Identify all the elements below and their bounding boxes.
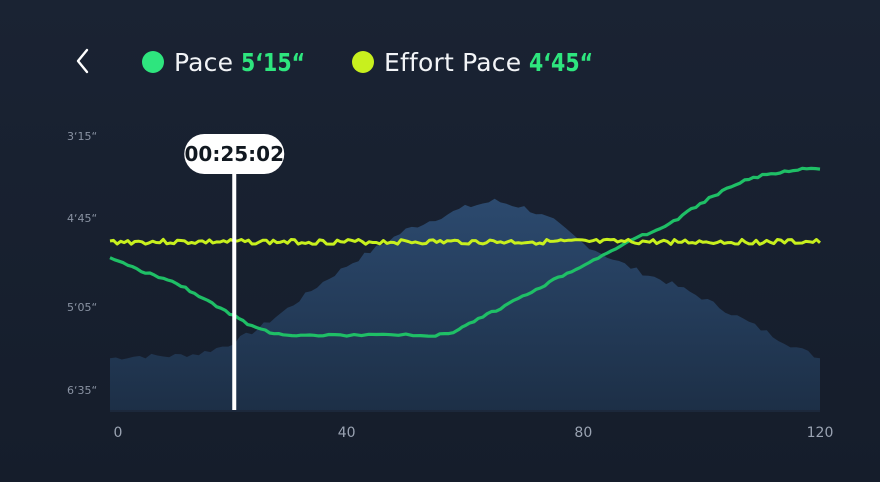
y-tick-label: 6‘35“ (67, 384, 97, 397)
cursor-time-label: 00:25:02 (185, 142, 285, 166)
chart-header: Pace 5‘15“ Effort Pace 4‘45“ (0, 38, 880, 86)
x-tick-label: 40 (338, 425, 356, 441)
legend-pace-label: Pace (174, 47, 234, 77)
effort-pace-dot-icon (352, 51, 374, 73)
legend-effort-pace-label: Effort Pace (384, 47, 522, 77)
legend-pace-value: 5‘15“ (241, 47, 306, 77)
x-tick-label: 120 (807, 425, 834, 441)
y-tick-label: 4‘45“ (67, 212, 97, 225)
back-button[interactable] (70, 46, 96, 76)
y-tick-label: 5‘05“ (67, 301, 97, 314)
chevron-left-icon (76, 48, 89, 74)
x-tick-label: 0 (114, 425, 123, 441)
effort-pace-series-line (109, 237, 821, 246)
pace-series-line (109, 166, 821, 338)
elevation-area (110, 198, 820, 410)
y-tick-label: 3‘15“ (67, 130, 97, 143)
pace-dot-icon (142, 51, 164, 73)
legend-effort-pace-value: 4‘45“ (529, 47, 594, 77)
legend-pace: Pace 5‘15“ (142, 46, 319, 78)
x-tick-label: 80 (574, 425, 592, 441)
legend-effort-pace: Effort Pace 4‘45“ (352, 46, 607, 78)
cursor-time-bubble (184, 134, 285, 174)
